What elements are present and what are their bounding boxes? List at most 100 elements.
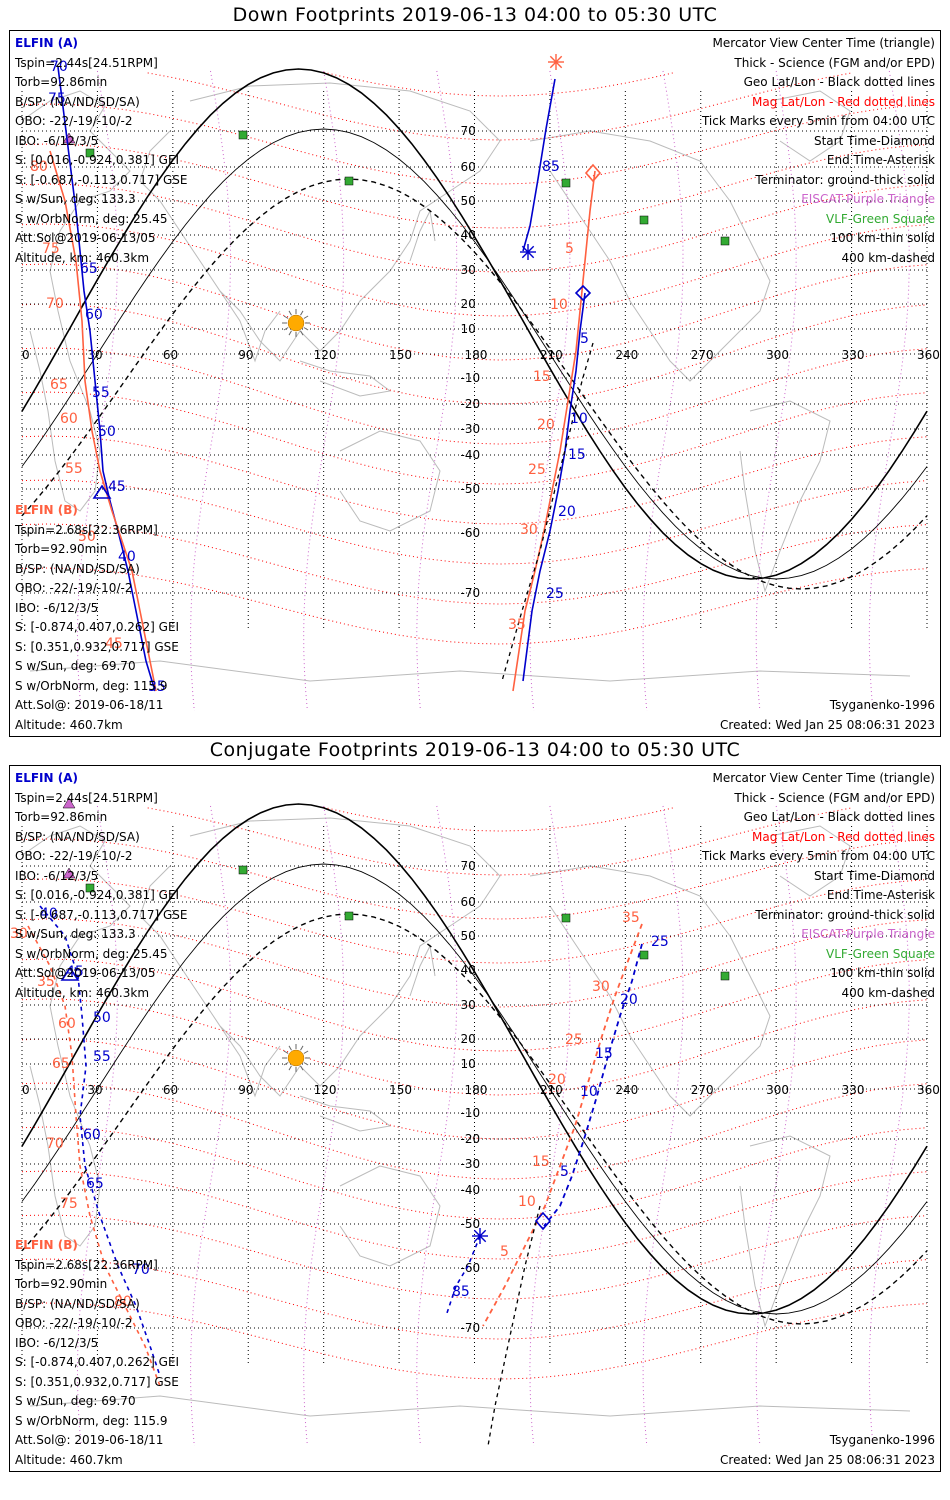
coastline-7: [769, 90, 851, 162]
elfin-b-param: Torb=92.90min: [15, 542, 108, 556]
coastline-5: [409, 209, 436, 262]
eiscat-triangle: [62, 132, 76, 144]
legend-entry: EISCAT-Purple Triangle: [801, 192, 935, 206]
elfin-a-param: OBO: -22/-19/-10/-2: [15, 114, 133, 128]
legend-entry: Start Time-Diamond: [813, 133, 935, 148]
elfin-b-param: Tspin=2.68s[22.36RPM]: [15, 1257, 158, 1272]
lon-tick-label: 240: [615, 348, 638, 362]
mag-lat-line: [147, 807, 852, 876]
lat-tick-label: -30: [461, 1157, 481, 1171]
elfin-a-center-triangle: [60, 966, 80, 981]
elfin-b-param: S w/Sun, deg: 69.70: [15, 1394, 136, 1408]
elfin-b-tick-label: 75: [60, 1196, 78, 1212]
legend-entry: Mag Lat/Lon - Red dotted lines: [751, 94, 935, 109]
elfin-b-tick-label: 60: [60, 411, 78, 427]
legend-entry: Mercator View Center Time (triangle): [712, 36, 935, 50]
sun-icon: [282, 1044, 310, 1072]
map-legend: Mercator View Center Time (triangle) Thic…: [702, 769, 935, 1003]
lon-tick-label: 330: [842, 348, 865, 362]
elfin-a-end-asterisk: [520, 244, 536, 260]
lon-tick-label: 60: [163, 348, 178, 362]
elfin-a-param: S: [0.016,-0.924,0.381] GEI: [15, 153, 180, 167]
legend-entry: Terminator: ground-thick solid: [755, 172, 935, 187]
elfin-a-param: S: [-0.687,-0.113,0.717] GSE: [15, 907, 188, 922]
elfin-a-param: Altitude, km: 460.3km: [15, 985, 150, 1000]
vlf-square: [85, 883, 95, 893]
mag-meridian: [642, 70, 684, 712]
elfin-b-tick-label: 5: [500, 1244, 509, 1260]
coastline-8: [739, 1135, 831, 1328]
map-footer: Tsyganenko-1996 Created: Wed Jan 25 08:06…: [720, 1431, 935, 1470]
terminator-400km: [21, 178, 928, 590]
elfin-b-tick-label: 80: [114, 1294, 132, 1310]
mag-lat-line: [21, 391, 928, 485]
elfin-b-tick-label: 25: [528, 462, 546, 478]
elfin-b-param: Att.Sol@: 2019-06-18/11: [15, 698, 164, 712]
vlf-square: [85, 148, 95, 158]
legend-entry: Geo Lat/Lon - Black dotted lines: [743, 810, 935, 824]
elfin-a-tick-label: 25: [546, 586, 564, 602]
lon-tick-label: 210: [540, 348, 563, 362]
elfin-a-track-west: [57, 66, 156, 692]
mag-lat-line: [21, 1258, 928, 1340]
elfin-b-param: Altitude: 460.7km: [15, 1452, 123, 1467]
panel-title-down: Down Footprints 2019-06-13 04:00 to 05:3…: [232, 4, 718, 26]
elfin-a-param: S w/OrbNorm, deg: 25.45: [15, 211, 168, 226]
lat-tick-label: 10: [461, 1057, 476, 1071]
coastline-1: [139, 82, 501, 362]
lon-tick-label: 120: [314, 348, 337, 362]
lat-tick-label: 60: [461, 895, 476, 909]
mag-lat-line: [21, 1302, 928, 1380]
vlf-square: [720, 236, 730, 246]
lat-tick-label: -70: [461, 1321, 481, 1335]
mag-lat-line: [21, 1126, 928, 1220]
elfin-a-tick-label: 55: [92, 385, 110, 401]
elfin-b-tick-label: 65: [50, 377, 68, 393]
elfin-a-param: S w/OrbNorm, deg: 25.45: [15, 946, 168, 961]
elfin-a-tick-label: 65: [80, 261, 98, 277]
vlf-square: [639, 215, 649, 225]
lon-tick-label: 90: [238, 348, 253, 362]
lat-tick-label: -50: [461, 482, 481, 496]
orbit-tracks: [27, 905, 643, 1447]
terminator-layer: [21, 803, 928, 1325]
elfin-a-param: OBO: -22/-19/-10/-2: [15, 849, 133, 863]
mag-lat-line: [21, 958, 928, 1052]
legend-entry: EISCAT-Purple Triangle: [801, 927, 935, 941]
down-footprints-map: 0 30 60 90 120 150 180 210 240 270 300 330 360 70 60 50…: [9, 30, 941, 737]
coastline-layer: [23, 82, 911, 682]
model-name: Tsyganenko-1996: [829, 698, 935, 712]
elfin-a-param: Altitude, km: 460.3km: [15, 250, 150, 265]
elfin-a-tick-label: 35: [148, 679, 166, 695]
elfin-b-param: IBO: -6/12/3/5: [15, 600, 99, 615]
lat-tick-label: 20: [461, 1032, 476, 1046]
elfin-a-param: S: [-0.687,-0.113,0.717] GSE: [15, 172, 188, 187]
elfin-a-tick-label: 85: [542, 159, 560, 175]
lon-tick-label: 300: [766, 348, 789, 362]
elfin-a-param: S w/Sun, deg: 133.3: [15, 192, 136, 206]
mag-lat-line: [323, 806, 676, 832]
mag-lat-line: [21, 303, 928, 405]
elfin-a-param: S w/Sun, deg: 133.3: [15, 927, 136, 941]
elfin-a-tick-label: 25: [651, 934, 669, 950]
elfin-b-info: ELFIN (B) Tspin=2.68s[22.36RPM] Torb=92.90…: [15, 1236, 179, 1470]
lat-tick-label: 70: [461, 859, 476, 873]
lon-tick-label: 120: [314, 1083, 337, 1097]
coastline-1: [139, 817, 501, 1097]
map-canvas: 0 30 60 90 120 150 180 210 240 270 300 330 360 70 60 50…: [21, 54, 940, 712]
lat-tick-label: -10: [461, 371, 481, 385]
elfin-b-tick-label: 35: [622, 910, 640, 926]
elfin-b-param: Altitude: 460.7km: [15, 717, 123, 732]
elfin-a-tick-label: 20: [620, 992, 638, 1008]
created-timestamp: Created: Wed Jan 25 08:06:31 2023: [720, 1452, 935, 1467]
elfin-a-param: Tspin=2.44s[24.51RPM]: [15, 55, 158, 70]
station-markers: [62, 130, 730, 246]
legend-entry: End Time-Asterisk: [826, 153, 935, 167]
terminator-layer: [21, 68, 928, 590]
elfin-b-tick-label: 20: [537, 417, 555, 433]
elfin-a-track-east: [543, 943, 643, 1227]
elfin-a-tick-label: 15: [568, 447, 586, 463]
elfin-a-tick-label: 65: [86, 1176, 104, 1192]
elfin-a-tick-label: 5: [560, 1164, 569, 1180]
elfin-a-center-triangle: [92, 484, 112, 499]
